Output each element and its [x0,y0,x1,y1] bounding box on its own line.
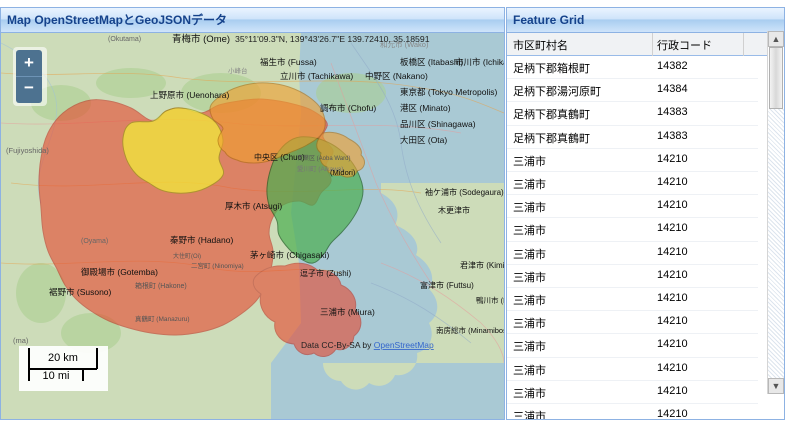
svg-text:御殿場市 (Gotemba): 御殿場市 (Gotemba) [81,267,158,277]
svg-text:上野原市 (Uenohara): 上野原市 (Uenohara) [150,90,230,100]
svg-text:20 km: 20 km [48,352,78,364]
svg-text:鴨川市 (Kamogawa): 鴨川市 (Kamogawa) [476,295,504,305]
svg-text:南房総市 (Minamiboso): 南房総市 (Minamiboso) [436,325,504,335]
svg-text:(Midori): (Midori) [330,168,356,177]
svg-text:(ma): (ma) [13,336,29,345]
svg-text:(Fujiyoshida): (Fujiyoshida) [6,146,49,155]
svg-text:板橋区 (Itabashi): 板橋区 (Itabashi) [400,57,463,67]
svg-text:逗子市 (Zushi): 逗子市 (Zushi) [300,268,351,278]
svg-text:箱根町 (Hakone): 箱根町 (Hakone) [135,281,187,290]
svg-text:三浦市 (Miura): 三浦市 (Miura) [320,307,375,317]
svg-text:東京都 (Tokyo Metropolis): 東京都 (Tokyo Metropolis) [400,87,497,97]
svg-text:青葉区 (Aoba Ward): 青葉区 (Aoba Ward) [297,154,350,162]
svg-text:市川市 (Ichikawa): 市川市 (Ichikawa) [455,57,504,67]
svg-text:厚木市 (Atsugi): 厚木市 (Atsugi) [225,201,282,211]
svg-text:木更津市: 木更津市 [438,205,470,215]
svg-text:福生市 (Fussa): 福生市 (Fussa) [260,57,317,67]
svg-text:袖ケ浦市 (Sodegaura): 袖ケ浦市 (Sodegaura) [425,187,504,197]
svg-text:立川市 (Tachikawa): 立川市 (Tachikawa) [280,71,353,81]
svg-text:裾野市 (Susono): 裾野市 (Susono) [49,287,112,297]
svg-text:品川区 (Shinagawa): 品川区 (Shinagawa) [400,119,476,129]
svg-text:10 mi: 10 mi [43,370,70,382]
svg-text:茅ヶ崎市 (Chigasaki): 茅ヶ崎市 (Chigasaki) [250,250,330,260]
svg-text:Data CC-By-SA by OpenStreetMap: Data CC-By-SA by OpenStreetMap [301,340,434,350]
svg-text:君津市 (Kimitsu): 君津市 (Kimitsu) [460,260,504,270]
svg-text:35°11'09.3"N, 139°43'26.7"E 13: 35°11'09.3"N, 139°43'26.7"E 139.72410, 3… [235,34,430,44]
svg-text:二宮町 (Ninomiya): 二宮町 (Ninomiya) [191,261,244,270]
svg-text:小峰台: 小峰台 [228,66,248,75]
svg-text:富津市 (Futtsu): 富津市 (Futtsu) [420,280,474,290]
svg-text:真鶴町 (Manazuru): 真鶴町 (Manazuru) [135,314,190,323]
svg-text:秦野市 (Hadano): 秦野市 (Hadano) [170,235,233,245]
svg-text:中野区 (Nakano): 中野区 (Nakano) [365,71,428,81]
svg-text:港区 (Minato): 港区 (Minato) [400,103,451,113]
svg-text:青梅市 (Ome): 青梅市 (Ome) [172,33,230,45]
svg-text:(Okutama): (Okutama) [108,36,141,43]
svg-text:大田区 (Ota): 大田区 (Ota) [400,135,447,145]
svg-text:大住町(Oi): 大住町(Oi) [173,252,201,260]
svg-text:(Oyama): (Oyama) [81,238,108,245]
svg-text:調布市 (Chofu): 調布市 (Chofu) [320,103,376,113]
